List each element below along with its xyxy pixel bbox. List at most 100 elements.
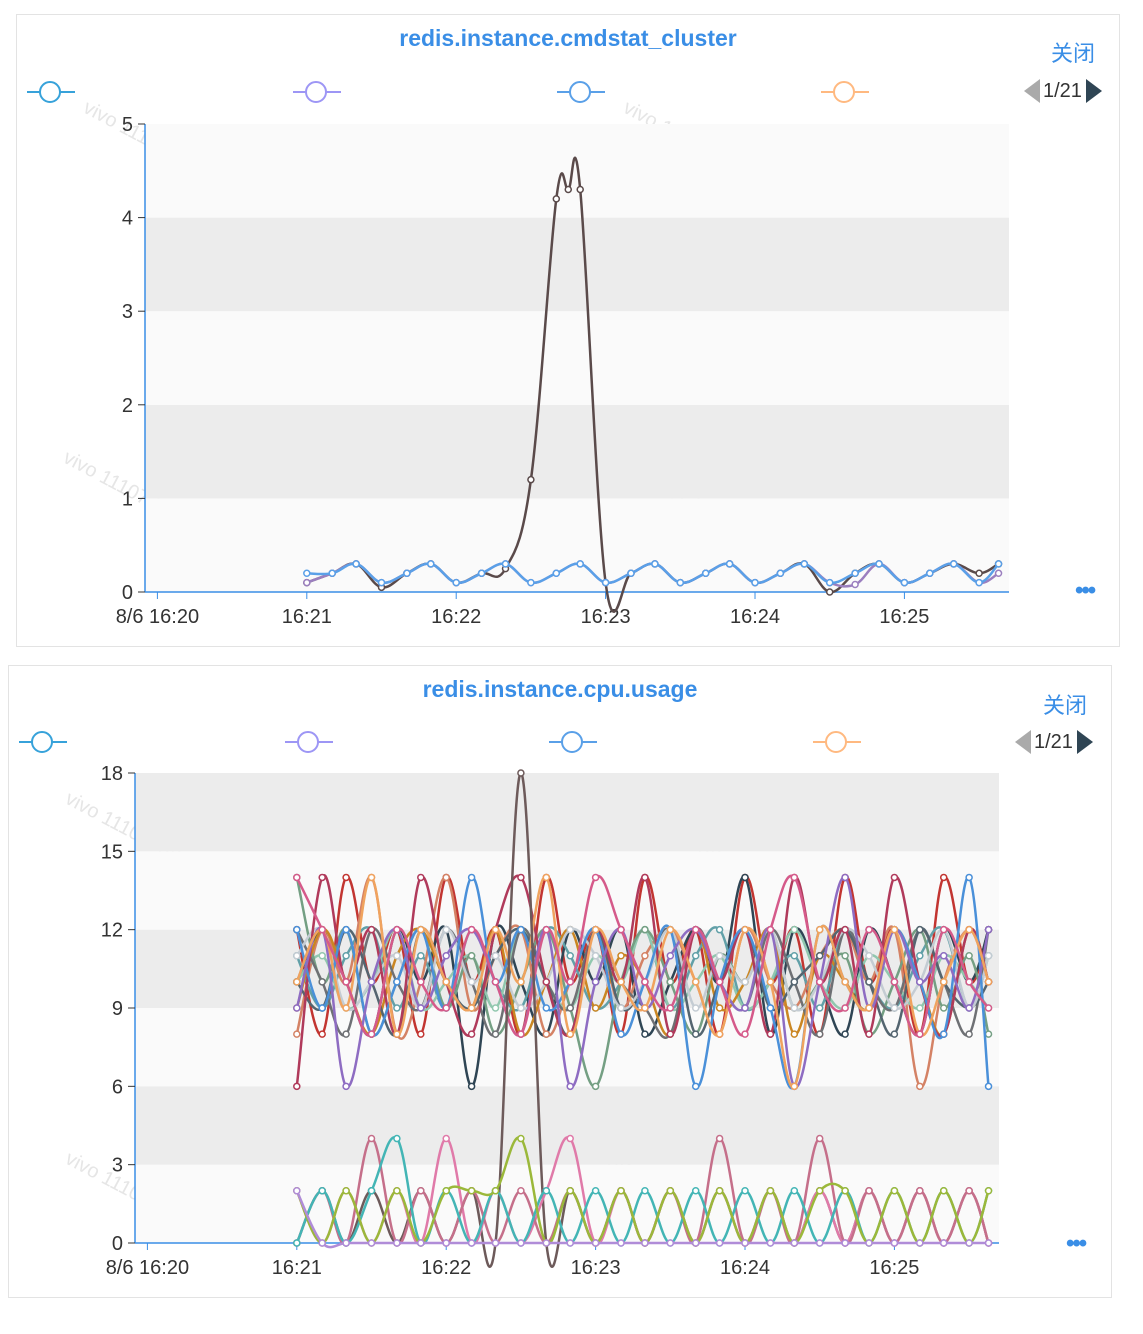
y-tick-label: 1 <box>122 488 133 510</box>
data-point <box>477 569 486 578</box>
data-point <box>766 1030 775 1038</box>
data-point <box>517 1004 525 1012</box>
legend-next-page-icon[interactable] <box>1076 730 1093 754</box>
data-point <box>965 1187 973 1195</box>
legend-circle-icon <box>833 81 855 103</box>
data-point <box>916 1239 924 1247</box>
legend-item[interactable] <box>19 730 67 754</box>
grid-band <box>145 404 1009 499</box>
data-point <box>890 1004 899 1012</box>
data-point <box>741 1004 749 1012</box>
data-point <box>342 978 350 986</box>
legend-item[interactable] <box>557 80 605 104</box>
x-tick-label: 16:24 <box>730 606 780 628</box>
data-point <box>965 873 973 882</box>
data-point <box>501 560 510 568</box>
x-tick-label: 16:21 <box>272 1257 322 1279</box>
data-point <box>691 1239 700 1247</box>
data-point <box>491 925 500 934</box>
data-point <box>517 1187 525 1195</box>
data-point <box>318 978 326 986</box>
data-point <box>741 873 749 882</box>
x-tick-label: 16:25 <box>879 606 929 628</box>
data-point <box>939 1239 948 1247</box>
data-point <box>566 925 574 934</box>
data-point <box>318 1239 326 1247</box>
data-point <box>591 873 600 882</box>
data-point <box>467 873 476 882</box>
data-point <box>377 578 386 587</box>
chart-plot-area: 0 3 6 9 12 15 18 8/6 16:20 16:21 16:22 16:23 16:24 1… <box>101 763 999 1279</box>
legend-item[interactable] <box>813 730 861 754</box>
close-button[interactable]: 关闭 <box>1043 694 1088 719</box>
data-point <box>342 1004 350 1012</box>
data-point <box>815 952 824 960</box>
legend-next-page-icon[interactable] <box>1085 79 1102 103</box>
data-point <box>890 1030 899 1038</box>
close-button[interactable]: 关闭 <box>1051 42 1096 67</box>
data-point <box>815 1187 824 1195</box>
legend-item[interactable] <box>821 80 869 104</box>
data-point <box>865 1030 873 1038</box>
more-options-button[interactable]: ••• <box>1075 577 1096 604</box>
data-point <box>393 1187 401 1195</box>
data-point <box>641 1187 649 1195</box>
data-point <box>566 1187 574 1195</box>
grid-band <box>145 217 1009 312</box>
legend-prev-page-icon[interactable] <box>1015 730 1031 754</box>
data-point <box>741 1239 749 1247</box>
data-point <box>293 1030 301 1038</box>
data-point <box>617 952 625 960</box>
data-point <box>542 978 551 986</box>
data-point <box>641 1239 649 1247</box>
data-point <box>815 1030 824 1038</box>
legend-item[interactable] <box>285 730 333 754</box>
data-point <box>984 1239 993 1247</box>
data-point <box>984 952 993 960</box>
data-point <box>741 925 749 934</box>
data-point <box>566 1030 574 1038</box>
x-tick-label: 16:22 <box>431 606 481 628</box>
data-point <box>865 925 873 934</box>
series-group <box>293 1187 993 1249</box>
data-point <box>790 1082 799 1091</box>
y-tick-label: 0 <box>112 1233 123 1255</box>
data-point <box>916 1004 924 1012</box>
data-point <box>393 1004 401 1012</box>
data-point <box>491 1239 500 1247</box>
data-point <box>815 1134 824 1143</box>
data-point <box>939 978 948 986</box>
data-point <box>318 873 326 882</box>
data-point <box>641 978 649 986</box>
legend-prev-page-icon[interactable] <box>1024 79 1040 103</box>
data-point <box>452 578 460 587</box>
data-point <box>790 1030 799 1038</box>
data-point <box>617 1187 625 1195</box>
data-point <box>591 1239 600 1247</box>
data-point <box>984 978 993 986</box>
legend-item[interactable] <box>293 80 341 104</box>
y-tick-label: 9 <box>112 998 123 1020</box>
more-options-button[interactable]: ••• <box>1066 1230 1087 1257</box>
data-point <box>491 1187 500 1195</box>
grid-band <box>135 851 999 930</box>
data-point <box>851 580 859 589</box>
data-point <box>984 1082 993 1091</box>
data-point <box>691 952 700 960</box>
data-point <box>790 952 799 960</box>
legend-item[interactable] <box>549 730 597 754</box>
data-point <box>542 925 551 934</box>
data-point <box>939 925 948 934</box>
data-point <box>926 569 934 578</box>
data-point <box>393 978 401 986</box>
data-point <box>617 1239 625 1247</box>
legend-item[interactable] <box>27 80 75 104</box>
data-point <box>442 1187 450 1195</box>
data-point <box>342 1082 350 1091</box>
data-point <box>566 978 574 986</box>
data-point <box>442 1239 450 1247</box>
data-point <box>467 1004 476 1012</box>
data-point <box>916 1082 924 1091</box>
data-point <box>975 569 983 578</box>
chart-title: redis.instance.cpu.usage <box>422 676 698 702</box>
